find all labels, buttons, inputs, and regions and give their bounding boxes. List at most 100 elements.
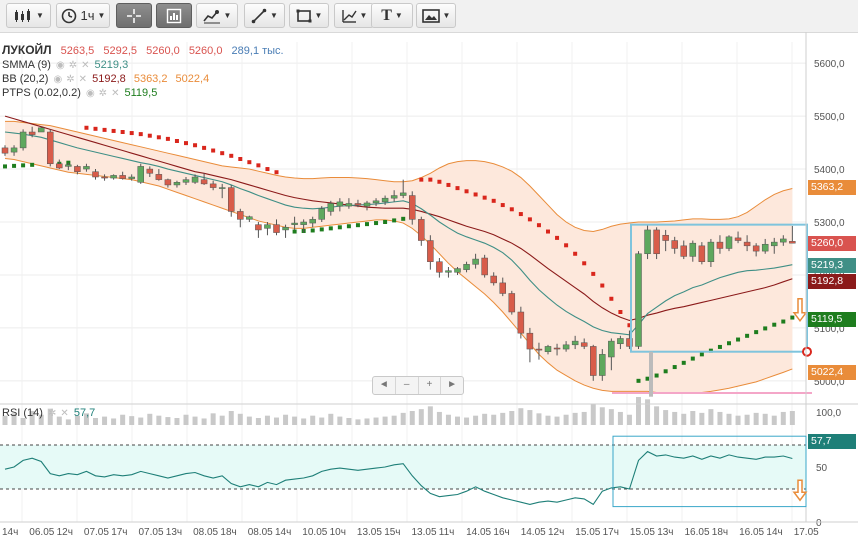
volume-bar — [789, 411, 795, 425]
draw-line-button[interactable]: ▼ — [244, 3, 285, 28]
price-chart[interactable]: 5600,05500,05400,05300,05200,05100,05000… — [0, 32, 858, 540]
close-icon[interactable]: ✕ — [78, 74, 88, 85]
volume-bar — [120, 414, 126, 425]
volume-bar — [572, 412, 578, 425]
time-tick-label: 14ч — [766, 527, 782, 538]
time-tick-label: 16ч — [493, 527, 509, 538]
candle — [218, 187, 226, 189]
interval-button[interactable]: 1ч ▼ — [56, 3, 110, 28]
ptps-dot — [274, 170, 279, 175]
ptps-dot — [736, 337, 741, 342]
rsi-panel: 100,0 50 0 — [0, 408, 841, 529]
ptps-dot — [609, 296, 614, 301]
eye-icon[interactable]: ◉ — [85, 88, 95, 99]
ptps-dot — [265, 167, 270, 172]
ptps-dot — [600, 283, 605, 288]
ptps-dot — [745, 333, 750, 338]
close-icon[interactable]: ✕ — [60, 408, 69, 419]
ptps-dot — [708, 348, 713, 353]
time-tick-label: 16.05 — [739, 527, 764, 538]
price-tick-label: 5600,0 — [814, 59, 845, 70]
volume-bar — [617, 411, 623, 425]
chart-type-button[interactable]: ▼ — [6, 3, 51, 28]
image-button[interactable]: ▼ — [416, 3, 456, 28]
time-tick-label: 17ч — [111, 527, 127, 538]
ptps-dot — [3, 164, 7, 169]
volume-bar — [436, 411, 442, 425]
draw-fib-button[interactable]: ▼ — [334, 3, 374, 28]
gear-icon[interactable]: ✲ — [68, 60, 78, 71]
close-icon[interactable]: ✕ — [111, 88, 120, 99]
low-value: 5260,0 — [146, 45, 180, 57]
time-tick-label: 16.05 — [685, 527, 710, 538]
draw-shape-button[interactable]: ▼ — [289, 3, 329, 28]
scroll-left-button[interactable]: ◄ — [373, 377, 396, 394]
ptps-dot — [229, 153, 234, 158]
ptps-dot — [156, 135, 161, 140]
volume-bar — [283, 414, 289, 425]
volume-bar — [608, 409, 614, 425]
chart-window-button[interactable] — [156, 3, 192, 28]
volume-bar — [445, 414, 451, 425]
high-value: 5292,5 — [103, 45, 138, 57]
ptps-dot — [392, 218, 397, 223]
candle — [725, 236, 733, 249]
interval-label: 1ч — [80, 8, 95, 23]
volume-bar — [237, 413, 243, 425]
ptps-dot — [319, 227, 324, 232]
gear-icon[interactable]: ✲ — [98, 88, 108, 99]
candle — [454, 268, 461, 273]
candle — [37, 127, 45, 133]
ptps-dot — [419, 177, 424, 182]
ptps-dot — [582, 261, 587, 266]
volume-bar — [129, 416, 135, 425]
text-tool-button[interactable]: T ▼ — [371, 3, 413, 28]
candle — [635, 253, 642, 347]
indicators-button[interactable]: ▼ — [196, 3, 238, 28]
ptps-dot — [754, 330, 759, 335]
time-axis: 14ч 06.05 12ч 07.05 17ч 07.05 13ч 08.05 18ч 08.05… — [0, 521, 858, 538]
ptps-dot — [84, 125, 89, 130]
price-tick-label: 5100,0 — [814, 324, 845, 335]
candle — [571, 340, 579, 346]
candle — [427, 240, 434, 262]
candle — [472, 258, 479, 265]
volume-bar — [482, 413, 488, 425]
ptps-dot — [772, 322, 777, 327]
candle — [47, 131, 54, 165]
smma-legend: SMMA (9) ◉ ✲ ✕ 5219,3 — [2, 59, 128, 71]
eye-icon[interactable]: ◉ — [53, 74, 63, 85]
volume-bar — [192, 416, 198, 425]
time-tick-label: 13.05 — [412, 527, 437, 538]
ptps-name: PTPS (0.02,0.2) — [2, 87, 81, 99]
ptps-dot — [174, 139, 179, 143]
candle — [698, 245, 706, 262]
time-tick-label: 17.05 — [794, 527, 819, 538]
smma-name: SMMA (9) — [2, 59, 51, 71]
ptps-dot — [763, 326, 768, 331]
scroll-right-button[interactable]: ► — [447, 379, 458, 390]
bb-mid-price-label: 5192,8 — [808, 274, 856, 289]
candle — [752, 245, 760, 252]
instrument-legend: ЛУКОЙЛ 5263,5 5292,5 5260,0 5260,0 289,1… — [2, 43, 284, 57]
close-icon[interactable]: ✕ — [81, 60, 90, 71]
volume-bar — [518, 408, 524, 425]
volume-bar — [274, 417, 279, 425]
crosshair-button[interactable] — [116, 3, 152, 28]
candle — [436, 261, 443, 273]
gear-icon[interactable]: ✲ — [66, 74, 75, 85]
volume-bar — [201, 418, 207, 425]
text-tool-icon: T — [381, 6, 392, 24]
time-tick-label: 13ч — [166, 527, 182, 538]
gear-icon[interactable]: ✲ — [48, 408, 57, 419]
volume-bar — [355, 419, 361, 425]
volume-bar — [536, 413, 542, 425]
zoom-in-button[interactable]: + — [419, 377, 442, 394]
volume-bar — [364, 418, 370, 425]
eye-icon[interactable]: ◉ — [55, 60, 65, 71]
volume-bar — [626, 414, 632, 425]
time-tick-label: 11ч — [439, 527, 455, 538]
candle — [409, 195, 416, 220]
time-tick-label: 07.05 — [84, 527, 109, 538]
zoom-out-button[interactable]: – — [396, 377, 419, 394]
